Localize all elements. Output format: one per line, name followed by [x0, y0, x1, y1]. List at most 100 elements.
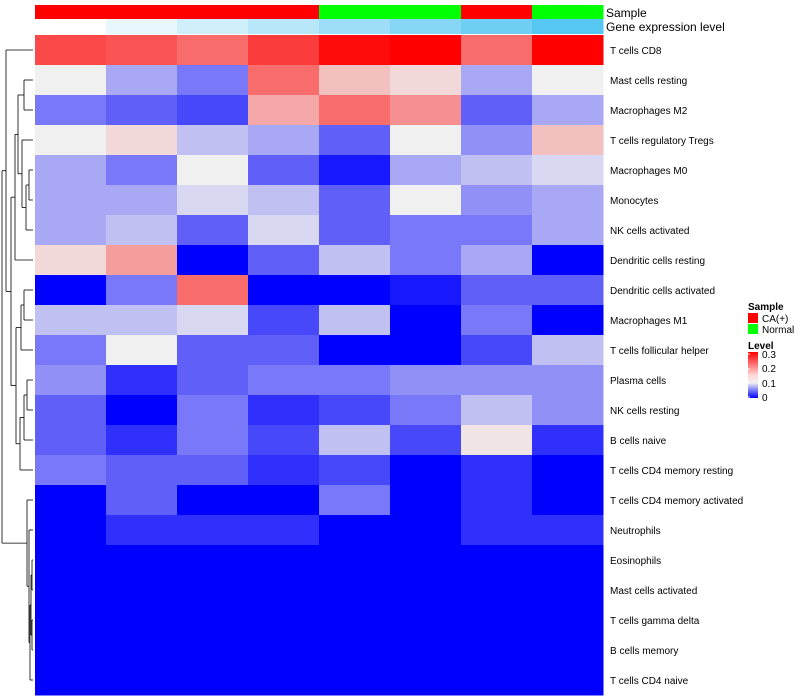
heatmap-cell	[35, 395, 107, 426]
heatmap-cell	[106, 305, 178, 336]
legend: Sample CA(+) Normal Level 0.3 0.2 0.1 0	[748, 302, 794, 404]
heatmap-cell	[106, 35, 178, 66]
heatmap-cell	[106, 215, 178, 246]
heatmap-cell	[461, 185, 533, 216]
heatmap-cell	[461, 635, 533, 666]
row-label: Dendritic cells resting	[610, 256, 705, 267]
heatmap-cell	[461, 455, 533, 486]
heatmap-cell	[248, 275, 320, 306]
heatmap-cell	[319, 395, 391, 426]
sample-annotation-cell	[177, 5, 249, 19]
heatmap-cell	[35, 305, 107, 336]
heatmap-cell	[177, 635, 249, 666]
heatmap-cell	[177, 425, 249, 456]
heatmap-cell	[461, 125, 533, 156]
row-label: T cells CD4 naive	[610, 676, 689, 687]
heatmap-cell	[319, 335, 391, 366]
heatmap-cell	[248, 95, 320, 126]
heatmap-cell	[35, 365, 107, 396]
heatmap-cell	[532, 635, 604, 666]
sample-annotation-cell	[532, 5, 604, 19]
heatmap-cell	[390, 35, 462, 66]
row-label: T cells gamma delta	[610, 616, 700, 627]
legend-normal-label: Normal	[762, 325, 794, 336]
sample-annotation-cell	[106, 5, 178, 19]
heatmap-cell	[177, 65, 249, 96]
heatmap-cell	[461, 665, 533, 696]
heatmap-cell	[248, 305, 320, 336]
heatmap-cell	[532, 335, 604, 366]
heatmap-cell	[532, 605, 604, 636]
heatmap-cell	[106, 65, 178, 96]
heatmap-cell	[106, 395, 178, 426]
heatmap-cell	[319, 425, 391, 456]
heatmap-cell	[532, 545, 604, 576]
heatmap-cell	[177, 575, 249, 606]
expression-annotation-cell	[390, 19, 462, 34]
heatmap-cell	[177, 245, 249, 276]
expression-annotation-label: Gene expression level	[606, 20, 725, 34]
heatmap-cell	[319, 605, 391, 636]
heatmap-cell	[248, 575, 320, 606]
heatmap-cell	[248, 425, 320, 456]
row-labels: T cells CD8 Mast cells resting Macrophages…	[610, 46, 743, 687]
heatmap-cell	[35, 575, 107, 606]
heatmap-cell	[461, 395, 533, 426]
heatmap-cell	[532, 455, 604, 486]
row-dendrogram	[1, 49, 33, 681]
heatmap-cell	[35, 605, 107, 636]
heatmap-cell	[461, 545, 533, 576]
heatmap-cell	[35, 125, 107, 156]
expression-annotation-bar	[35, 19, 604, 34]
heatmap-cell	[461, 605, 533, 636]
heatmap-cell	[248, 395, 320, 426]
expression-annotation-cell	[319, 19, 391, 34]
heatmap-cell	[461, 335, 533, 366]
heatmap-cell	[390, 455, 462, 486]
heatmap-cell	[390, 125, 462, 156]
heatmap-cell	[461, 425, 533, 456]
heatmap-cell	[319, 275, 391, 306]
heatmap-cell	[319, 485, 391, 516]
heatmap-cell	[532, 575, 604, 606]
heatmap-cell	[390, 155, 462, 186]
heatmap-cell	[532, 425, 604, 456]
heatmap-cell	[248, 335, 320, 366]
heatmap-cell	[390, 665, 462, 696]
heatmap-cell	[390, 425, 462, 456]
row-label: Macrophages M2	[610, 106, 688, 117]
heatmap-cell	[461, 95, 533, 126]
heatmap-cell	[532, 665, 604, 696]
expression-annotation-cell	[461, 19, 533, 34]
heatmap-cell	[248, 35, 320, 66]
heatmap-cell	[248, 515, 320, 546]
heatmap-cell	[532, 515, 604, 546]
heatmap-cell	[461, 275, 533, 306]
heatmap-cell	[319, 365, 391, 396]
heatmap-cell	[319, 545, 391, 576]
heatmap-cell	[106, 335, 178, 366]
sample-annotation-cell	[35, 5, 107, 19]
heatmap-cell	[461, 155, 533, 186]
legend-ca-label: CA(+)	[762, 314, 788, 325]
heatmap-cell	[35, 455, 107, 486]
expression-annotation-cell	[248, 19, 320, 34]
expression-annotation-cell	[106, 19, 178, 34]
heatmap-cell	[319, 455, 391, 486]
heatmap-cell	[461, 365, 533, 396]
sample-annotation-cell	[461, 5, 533, 19]
heatmap-cell	[532, 275, 604, 306]
heatmap-cell	[106, 185, 178, 216]
heatmap-cell	[177, 275, 249, 306]
sample-annotation-bar	[35, 5, 604, 19]
heatmap-cell	[319, 575, 391, 606]
heatmap-cell	[248, 455, 320, 486]
heatmap-cell	[106, 485, 178, 516]
heatmap-cell	[177, 485, 249, 516]
row-label: T cells regulatory Tregs	[610, 136, 714, 147]
heatmap-cell	[461, 215, 533, 246]
heatmap-cell	[177, 665, 249, 696]
heatmap-cell	[177, 155, 249, 186]
row-label: Mast cells activated	[610, 586, 697, 597]
heatmap-cell	[248, 245, 320, 276]
